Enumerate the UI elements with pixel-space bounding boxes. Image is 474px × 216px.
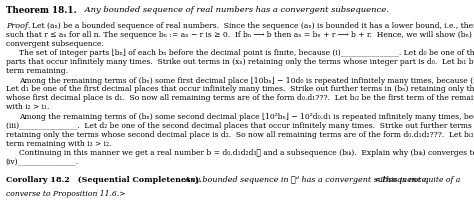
Text: such that r ≤ aₙ for all n. The sequence bₙ := aₙ − r is ≥ 0.  If bₙ ⟶ b then aₙ: such that r ≤ aₙ for all n. The sequence… [6,31,474,39]
Text: Any bounded sequence of real numbers has a convergent subsequence.: Any bounded sequence of real numbers has… [82,6,388,14]
Text: parts that occur infinitely many times.  Strike out terms in (xₙ) retaining only: parts that occur infinitely many times. … [6,58,474,66]
Text: Corollary 18.2: Corollary 18.2 [6,176,69,184]
Text: Any bounded sequence in ℝᵈ has a convergent subsequence.: Any bounded sequence in ℝᵈ has a converg… [182,176,429,184]
Text: with i₂ > i₁.: with i₂ > i₁. [6,103,49,111]
Text: (iii)_______________.  Let d₂ be one of the second decimal places that occur inf: (iii)_______________. Let d₂ be one of t… [6,122,474,130]
Text: <This is not quite of a: <This is not quite of a [370,176,460,184]
Text: Continuing in this manner we get a real number b = d₀.d₁d₂d₃⋯ and a subsequence : Continuing in this manner we get a real … [19,149,474,157]
Text: retaining only the terms whose second decimal place is d₂.  So now all remaining: retaining only the terms whose second de… [6,131,474,139]
Text: converse to Proposition 11.6.>: converse to Proposition 11.6.> [6,190,125,198]
Text: Let d₁ be one of the first decimal places that occur infinitely many times.  Str: Let d₁ be one of the first decimal place… [6,85,474,93]
Text: convergent subsequence.: convergent subsequence. [6,40,103,48]
Text: Proof.: Proof. [6,22,30,30]
Text: term remaining with i₃ > i₂.: term remaining with i₃ > i₂. [6,140,111,148]
Text: Among the remaining terms of (bₙ) some first decimal place ⌊10bₙ⌋ − 10d₀ is repe: Among the remaining terms of (bₙ) some f… [19,76,474,85]
Text: term remaining.: term remaining. [6,67,68,75]
Text: Among the remaining terms of (bₙ) some second decimal place ⌊10²bₙ⌋ − 10²d₀.d₁ i: Among the remaining terms of (bₙ) some s… [19,113,474,121]
Text: Theorem 18.1.: Theorem 18.1. [6,6,76,16]
Text: whose first decimal place is d₁.  So now all remaining terms are of the form d₀.: whose first decimal place is d₁. So now … [6,94,474,102]
Text: (Sequential Completeness).: (Sequential Completeness). [75,176,201,184]
Text: The set of integer parts ⌊bₙ⌋ of each bₙ before the decimal point is finite, bec: The set of integer parts ⌊bₙ⌋ of each bₙ… [19,49,474,57]
Text: (iv)_______________.: (iv)_______________. [6,158,79,166]
Text: Let (aₙ) be a bounded sequence of real numbers.  Since the sequence (aₙ) is boun: Let (aₙ) be a bounded sequence of real n… [32,22,474,30]
